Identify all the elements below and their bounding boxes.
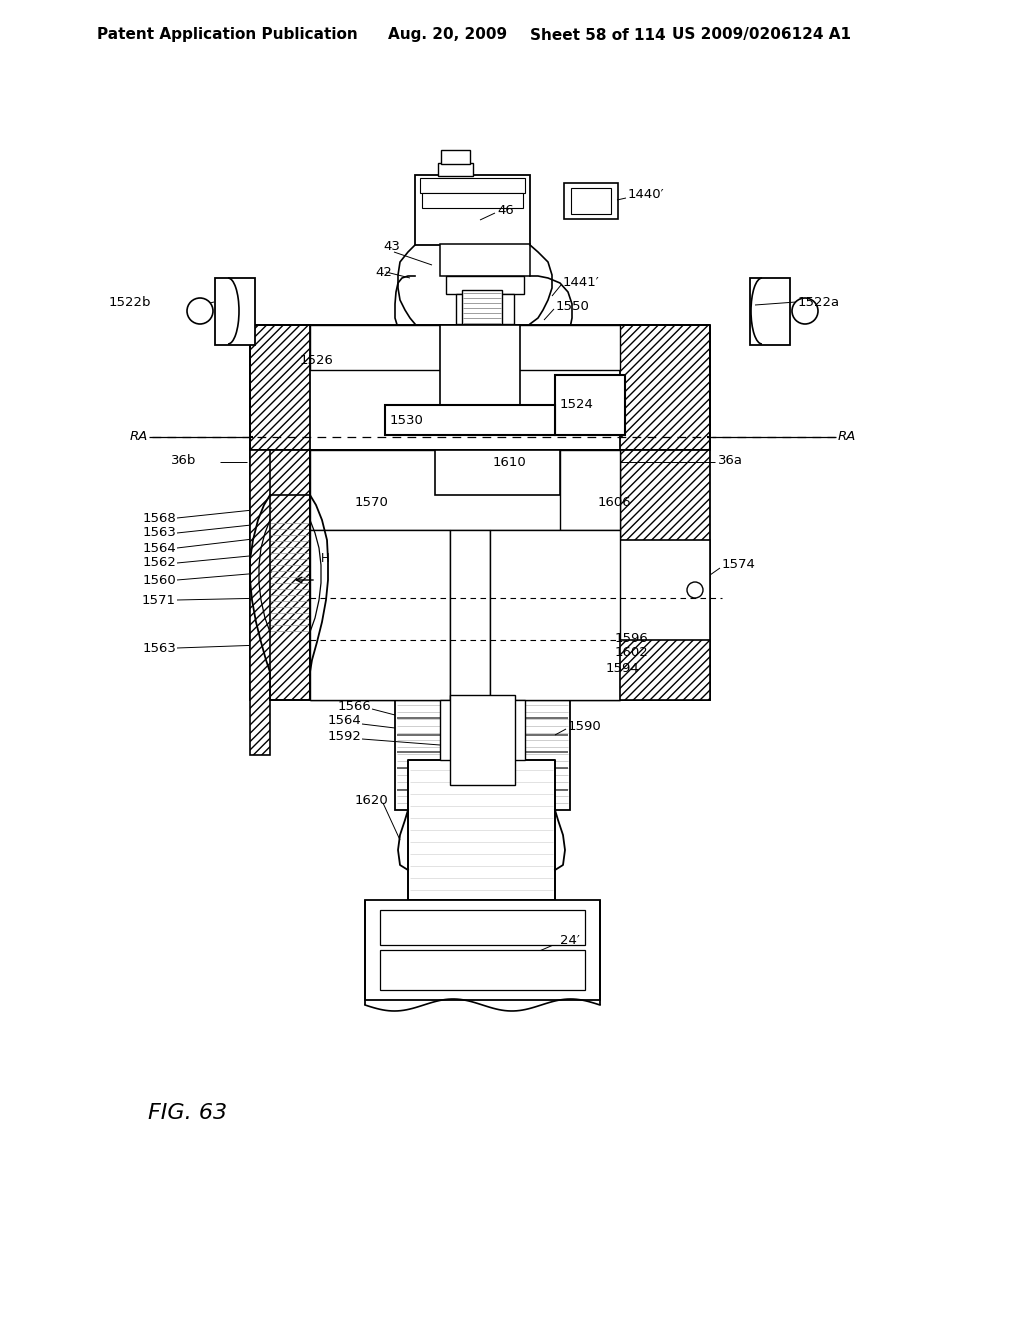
Text: 1566: 1566: [338, 700, 372, 713]
Bar: [435, 450, 560, 495]
Text: RA: RA: [838, 430, 856, 444]
Text: 1441′: 1441′: [563, 276, 600, 289]
Bar: [395, 700, 570, 810]
Text: 43: 43: [383, 240, 400, 253]
Text: 42: 42: [375, 265, 392, 279]
Text: 36b: 36b: [171, 454, 196, 466]
Text: 1571: 1571: [142, 594, 176, 606]
Text: RA: RA: [130, 430, 148, 444]
Text: 1594: 1594: [606, 661, 640, 675]
Bar: [456, 294, 514, 323]
Bar: [438, 162, 473, 176]
Text: 1550: 1550: [556, 300, 590, 313]
Circle shape: [792, 298, 818, 323]
Bar: [490, 531, 620, 700]
Text: 1602: 1602: [615, 647, 649, 660]
Bar: [555, 375, 625, 436]
Text: 1620: 1620: [355, 793, 389, 807]
Text: 1564: 1564: [328, 714, 361, 727]
Text: 46: 46: [497, 203, 514, 216]
Bar: [422, 193, 523, 209]
Text: 1522a: 1522a: [798, 296, 840, 309]
Text: 24′: 24′: [560, 933, 580, 946]
Bar: [564, 183, 618, 219]
Bar: [571, 187, 611, 214]
Bar: [215, 279, 255, 345]
Bar: [620, 450, 710, 700]
Bar: [250, 450, 310, 700]
Bar: [450, 531, 490, 700]
Bar: [441, 150, 470, 164]
Text: US 2009/0206124 A1: US 2009/0206124 A1: [672, 28, 851, 42]
Text: 1590: 1590: [568, 719, 602, 733]
Bar: [620, 640, 710, 700]
Text: 1530: 1530: [390, 413, 424, 426]
Bar: [380, 909, 585, 945]
Text: Patent Application Publication: Patent Application Publication: [97, 28, 357, 42]
Bar: [446, 276, 524, 294]
Text: 1596: 1596: [615, 631, 649, 644]
Text: 1606: 1606: [598, 495, 632, 508]
Bar: [450, 696, 515, 785]
Circle shape: [187, 298, 213, 323]
Bar: [365, 900, 600, 1001]
Text: Aug. 20, 2009: Aug. 20, 2009: [388, 28, 507, 42]
Text: 36a: 36a: [718, 454, 743, 466]
Text: 1574: 1574: [722, 558, 756, 572]
Bar: [750, 279, 790, 345]
Bar: [310, 531, 620, 700]
Bar: [310, 325, 620, 370]
Bar: [440, 244, 530, 276]
Circle shape: [687, 582, 703, 598]
Bar: [408, 760, 555, 900]
Bar: [310, 450, 620, 531]
Text: 1570: 1570: [355, 495, 389, 508]
Text: 1524: 1524: [560, 399, 594, 412]
Bar: [440, 325, 520, 436]
Text: 1610: 1610: [493, 455, 526, 469]
Text: 1564: 1564: [142, 541, 176, 554]
Bar: [440, 700, 525, 760]
Text: H: H: [321, 552, 330, 565]
Text: 1592: 1592: [328, 730, 361, 742]
Text: 1440′: 1440′: [628, 189, 665, 202]
Bar: [310, 531, 450, 700]
Text: 1563: 1563: [142, 642, 176, 655]
Text: Sheet 58 of 114: Sheet 58 of 114: [530, 28, 666, 42]
Text: 1522b: 1522b: [109, 296, 151, 309]
Bar: [620, 325, 710, 450]
Bar: [385, 405, 555, 436]
Bar: [420, 178, 525, 193]
Bar: [415, 176, 530, 246]
Text: 1568: 1568: [142, 511, 176, 524]
Bar: [620, 540, 710, 700]
Bar: [250, 325, 310, 450]
Text: 1563: 1563: [142, 527, 176, 540]
Bar: [310, 450, 620, 700]
Text: 1560: 1560: [142, 573, 176, 586]
Text: 1562: 1562: [142, 557, 176, 569]
Text: 1526: 1526: [300, 354, 334, 367]
Bar: [380, 950, 585, 990]
Bar: [250, 450, 270, 755]
Bar: [462, 290, 502, 341]
Text: FIG. 63: FIG. 63: [148, 1104, 227, 1123]
Bar: [560, 450, 620, 531]
